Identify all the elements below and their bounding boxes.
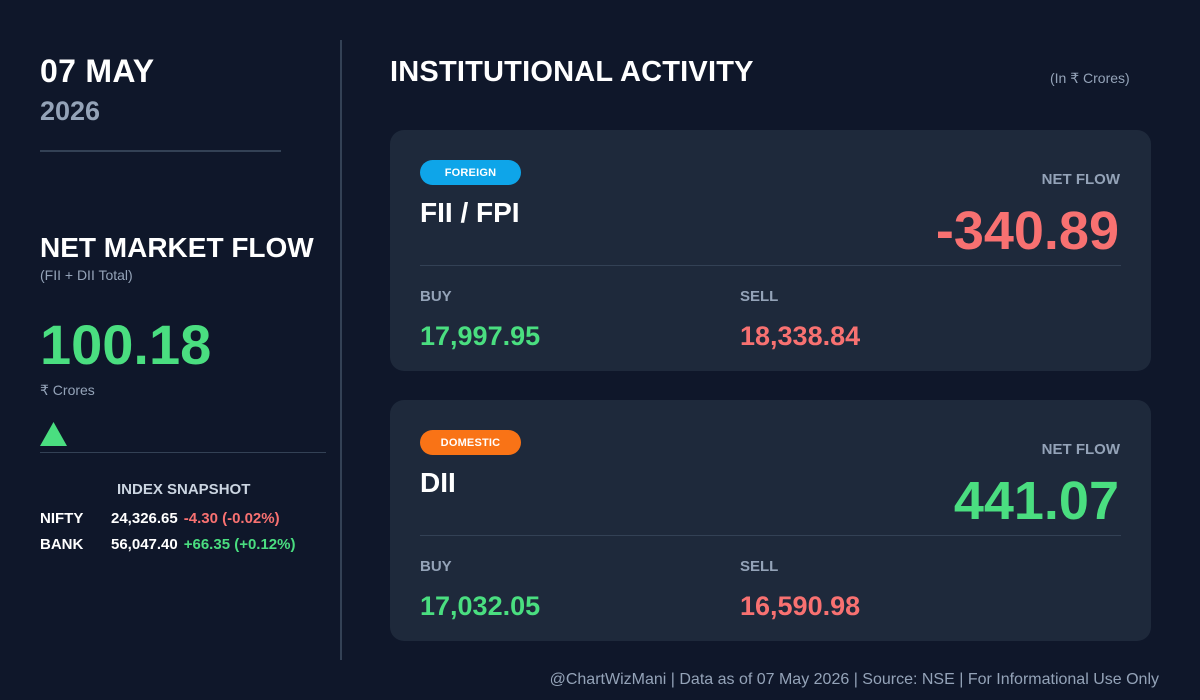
summary-panel: 07 MAY 2026 NET MARKET FLOW (FII + DII T… (40, 0, 330, 700)
date-day-month: 07 MAY (40, 53, 155, 89)
fii-net-flow-value: -340.89 (935, 201, 1119, 261)
fii-net-flow-label: NET FLOW (1041, 171, 1120, 188)
dii-card-divider (420, 535, 1121, 536)
fii-name: FII / FPI (420, 197, 520, 228)
domestic-badge: DOMESTIC (420, 430, 521, 455)
net-market-flow-value: 100.18 (40, 313, 212, 376)
currency-unit-note: (In ₹ Crores) (1050, 70, 1130, 86)
net-market-flow-subtitle: (FII + DII Total) (40, 267, 133, 283)
index-divider (40, 452, 326, 453)
index-value: 56,047.40 (111, 536, 178, 553)
panel-divider (340, 40, 342, 660)
dii-buy-label: BUY (420, 558, 452, 575)
date-divider (40, 150, 281, 152)
index-change: +66.35 (+0.12%) (183, 536, 296, 553)
triangle-up-icon (40, 422, 67, 446)
institutional-activity-title: INSTITUTIONAL ACTIVITY (390, 56, 754, 88)
fii-sell-label: SELL (740, 288, 779, 305)
dii-net-flow-value: 441.07 (953, 471, 1119, 531)
dii-name: DII (420, 467, 456, 498)
index-name: BANK (40, 536, 84, 553)
fii-buy-value: 17,997.95 (420, 321, 541, 351)
net-market-flow-title: NET MARKET FLOW (40, 232, 314, 263)
net-market-flow-unit: ₹ Crores (40, 382, 95, 398)
fii-sell-value: 18,338.84 (740, 321, 861, 351)
dii-card: DOMESTIC DII NET FLOW 441.07 BUY 17,032.… (390, 400, 1151, 641)
fii-card: FOREIGN FII / FPI NET FLOW -340.89 BUY 1… (390, 130, 1151, 371)
dii-net-flow-label: NET FLOW (1041, 441, 1120, 458)
foreign-badge: FOREIGN (420, 160, 521, 185)
fii-buy-label: BUY (420, 288, 452, 305)
index-name: NIFTY (40, 510, 84, 527)
footer-credit: @ChartWizMani | Data as of 07 May 2026 |… (549, 671, 1159, 688)
fii-card-divider (420, 265, 1121, 266)
index-row-bank: BANK 56,047.40 +66.35 (+0.12%) (40, 536, 295, 553)
index-change: -4.30 (-0.02%) (183, 510, 280, 527)
dii-sell-value: 16,590.98 (740, 591, 861, 621)
index-row-nifty: NIFTY 24,326.65 -4.30 (-0.02%) (40, 510, 280, 527)
index-snapshot-title: INDEX SNAPSHOT (117, 481, 251, 498)
dii-sell-label: SELL (740, 558, 779, 575)
dii-buy-value: 17,032.05 (420, 591, 541, 621)
index-value: 24,326.65 (111, 510, 178, 527)
date-year: 2026 (40, 96, 101, 126)
